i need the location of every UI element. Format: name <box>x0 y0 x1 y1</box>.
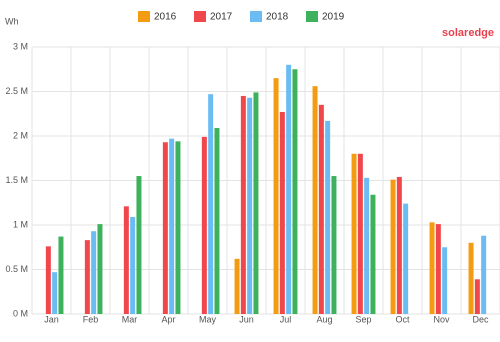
bar <box>325 120 331 315</box>
bar <box>279 111 285 314</box>
legend-label: 2019 <box>322 12 345 23</box>
bar <box>45 246 51 314</box>
bar <box>201 136 207 314</box>
bar <box>273 78 279 315</box>
y-tick-label: 2.5 M <box>5 86 28 96</box>
bar <box>91 231 97 314</box>
x-tick-label: Jul <box>280 314 292 324</box>
x-tick-label: Jan <box>44 314 59 324</box>
x-tick-label: Feb <box>83 314 99 324</box>
legend-swatch <box>194 11 206 22</box>
bar <box>136 176 142 314</box>
y-tick-label: 0 M <box>13 308 28 318</box>
y-axis-label: Wh <box>5 16 19 26</box>
logo: solaredge <box>442 27 494 39</box>
x-tick-label: Mar <box>122 314 138 324</box>
bar <box>247 97 253 314</box>
x-tick-label: Jun <box>239 314 254 324</box>
bar <box>253 92 259 314</box>
bar <box>292 69 298 314</box>
bar <box>429 222 435 314</box>
x-tick-label: Aug <box>316 314 332 324</box>
bar <box>240 95 246 314</box>
y-tick-label: 1.5 M <box>5 175 28 185</box>
legend-swatch <box>138 11 150 22</box>
x-tick-label: May <box>199 314 217 324</box>
bar <box>331 176 337 314</box>
bar <box>208 94 214 314</box>
y-tick-label: 3 M <box>13 41 28 51</box>
bar <box>286 64 292 314</box>
bar <box>442 247 448 314</box>
bar <box>370 194 376 314</box>
bar <box>312 86 318 314</box>
bar <box>357 153 363 314</box>
bar <box>468 242 474 314</box>
y-tick-label: 1 M <box>13 219 28 229</box>
y-tick-label: 0.5 M <box>5 264 28 274</box>
bar <box>390 179 396 314</box>
x-tick-label: Oct <box>395 314 410 324</box>
bar <box>175 141 181 314</box>
legend-label: 2018 <box>266 12 289 23</box>
bar <box>214 127 220 315</box>
bar <box>403 203 409 314</box>
bar <box>52 272 58 314</box>
bar <box>123 206 129 314</box>
x-tick-label: Sep <box>355 314 371 324</box>
legend: 2016 2017 2018 2019 <box>138 11 345 23</box>
bar <box>84 240 90 314</box>
bar <box>318 104 324 314</box>
x-tick-label: Dec <box>472 314 489 324</box>
bar <box>474 279 480 314</box>
bar <box>169 138 175 314</box>
bar <box>97 224 103 314</box>
y-tick-label: 2 M <box>13 130 28 140</box>
bar <box>351 153 357 314</box>
bar <box>162 142 168 314</box>
legend-swatch <box>250 11 262 22</box>
bar <box>130 216 136 314</box>
legend-label: 2016 <box>154 12 177 23</box>
legend-swatch <box>306 11 318 22</box>
legend-label: 2017 <box>210 12 233 23</box>
bar <box>364 177 370 314</box>
bar <box>58 236 64 314</box>
bar <box>234 258 240 314</box>
bar <box>481 235 487 314</box>
bar <box>435 224 441 314</box>
x-tick-label: Apr <box>161 314 175 324</box>
bar <box>396 176 402 314</box>
x-tick-label: Nov <box>433 314 450 324</box>
